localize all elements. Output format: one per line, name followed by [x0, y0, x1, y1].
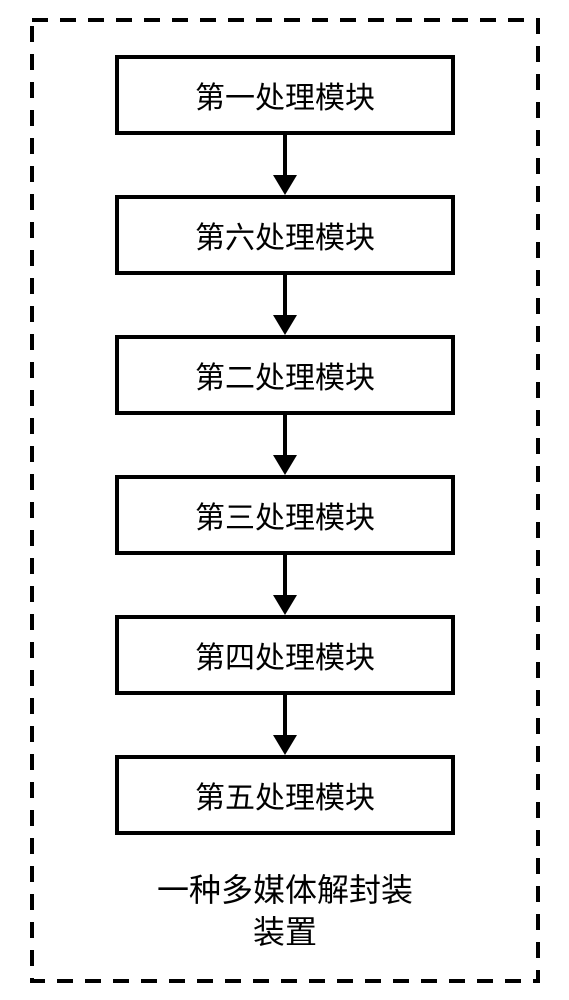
- flowchart-node-label: 第二处理模块: [195, 353, 375, 397]
- flowchart-node: 第五处理模块: [115, 755, 455, 835]
- flowchart-arrow-head: [273, 175, 297, 195]
- flowchart-node: 第一处理模块: [115, 55, 455, 135]
- flowchart-node: 第四处理模块: [115, 615, 455, 695]
- flowchart-node-label: 第六处理模块: [195, 213, 375, 257]
- flowchart-node: 第六处理模块: [115, 195, 455, 275]
- flowchart-arrow-head: [273, 455, 297, 475]
- flowchart-arrow-head: [273, 735, 297, 755]
- flowchart-arrow-head: [273, 315, 297, 335]
- flowchart-arrow: [283, 555, 287, 595]
- flowchart-arrow: [283, 135, 287, 175]
- flowchart-node: 第三处理模块: [115, 475, 455, 555]
- flowchart-arrow-head: [273, 595, 297, 615]
- flowchart-arrow: [283, 415, 287, 455]
- flowchart-node-label: 第五处理模块: [195, 773, 375, 817]
- flowchart-arrow: [283, 695, 287, 735]
- flowchart-node-label: 第四处理模块: [195, 633, 375, 677]
- diagram-caption: 一种多媒体解封装装置: [95, 870, 475, 953]
- flowchart-node-label: 第三处理模块: [195, 493, 375, 537]
- flowchart-node-label: 第一处理模块: [195, 73, 375, 117]
- flowchart-arrow: [283, 275, 287, 315]
- caption-line: 装置: [95, 912, 475, 954]
- flowchart-node: 第二处理模块: [115, 335, 455, 415]
- caption-line: 一种多媒体解封装: [95, 870, 475, 912]
